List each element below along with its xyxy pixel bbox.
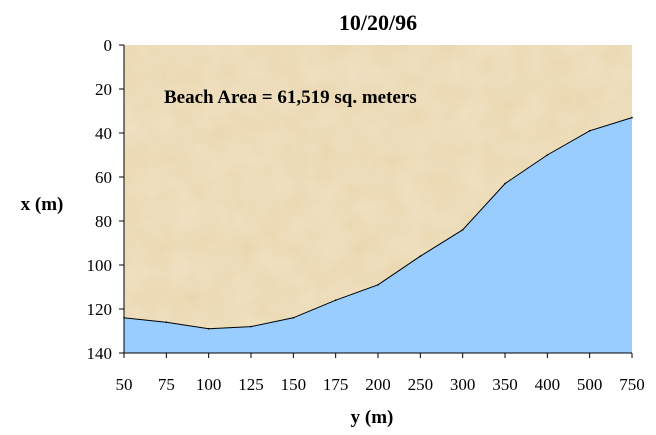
y-tick-label-100: 100 (87, 256, 113, 275)
y-tick-label-60: 60 (95, 168, 112, 187)
shoreline-point-75 (165, 321, 168, 324)
y-tick-label-140: 140 (87, 344, 113, 363)
x-tick-label-500: 500 (577, 375, 603, 394)
x-tick-label-350: 350 (492, 375, 518, 394)
x-tick-label-50: 50 (116, 375, 133, 394)
x-tick-label-400: 400 (535, 375, 561, 394)
x-tick-label-300: 300 (450, 375, 476, 394)
x-tick-label-100: 100 (196, 375, 222, 394)
x-axis-title: y (m) (351, 407, 394, 428)
x-tick-label-175: 175 (323, 375, 349, 394)
y-tick-label-40: 40 (95, 124, 112, 143)
plot-area (123, 45, 633, 353)
shoreline-point-100 (207, 328, 210, 330)
y-tick-label-20: 20 (95, 80, 112, 99)
y-tick-label-80: 80 (95, 212, 112, 231)
x-tick-label-125: 125 (238, 375, 264, 394)
x-tick-label-200: 200 (365, 375, 391, 394)
shoreline-point-500 (588, 130, 591, 132)
x-tick-label-250: 250 (408, 375, 434, 394)
y-tick-label-0: 0 (104, 36, 113, 55)
shoreline-point-200 (377, 284, 379, 286)
shoreline-point-750 (631, 116, 633, 119)
y-axis-title: x (m) (21, 194, 64, 215)
beach-area-annotation: Beach Area = 61,519 sq. meters (164, 87, 417, 108)
x-tick-label-75: 75 (158, 375, 175, 394)
x-tick-label-750: 750 (619, 375, 645, 394)
shoreline-point-250 (419, 255, 422, 257)
shoreline-point-125 (250, 325, 252, 328)
shoreline-point-350 (504, 182, 506, 185)
water-area (124, 117, 632, 353)
shoreline-point-150 (292, 317, 295, 319)
shoreline-point-175 (334, 299, 337, 302)
shoreline-point-400 (546, 154, 549, 156)
y-tick-label-120: 120 (87, 300, 113, 319)
shoreline-point-300 (461, 229, 464, 231)
x-tick-label-150: 150 (281, 375, 307, 394)
chart-title: 10/20/96 (339, 10, 417, 35)
